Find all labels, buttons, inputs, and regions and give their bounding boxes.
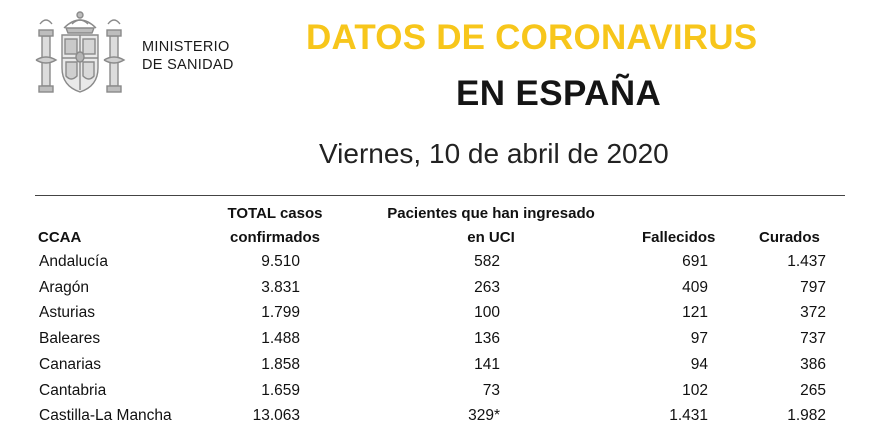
- cell-ccaa: Canarias: [39, 355, 102, 373]
- cell-ccaa: Aragón: [39, 278, 89, 296]
- cell-uci: 582: [474, 253, 500, 270]
- cell-uci: 73: [482, 381, 500, 399]
- page-title: DATOS DE CORONAVIRUS: [306, 18, 758, 57]
- cell-uci: 141: [474, 355, 500, 373]
- cell-ccaa: Andalucía: [39, 253, 108, 270]
- cell-uci: 263: [474, 278, 500, 296]
- cell-curados: 372: [800, 304, 826, 322]
- cell-fallecidos: 1.431: [669, 407, 708, 425]
- cell-total: 1.799: [261, 304, 300, 322]
- cell-total: 1.659: [261, 381, 300, 399]
- coat-of-arms-logo: [35, 11, 126, 93]
- header-curados: Curados: [759, 229, 820, 246]
- ministry-line1: MINISTERIO: [142, 39, 230, 55]
- cell-total: 9.510: [261, 253, 300, 270]
- cell-curados: 265: [800, 381, 826, 399]
- cell-total: 13.063: [252, 407, 300, 425]
- header-ccaa: CCAA: [38, 229, 82, 246]
- cell-fallecidos: 409: [682, 278, 708, 296]
- ministry-line2: DE SANIDAD: [142, 57, 234, 73]
- header-uci-line2: en UCI: [467, 229, 515, 246]
- cell-total: 1.858: [261, 355, 300, 373]
- cell-curados: 797: [800, 278, 826, 296]
- page-subtitle: EN ESPAÑA: [456, 74, 662, 113]
- ministry-name: MINISTERIO DE SANIDAD: [142, 38, 234, 74]
- cell-curados: 1.982: [787, 407, 826, 425]
- table-top-divider: [35, 195, 845, 196]
- header-uci-line1: Pacientes que han ingresado: [387, 205, 595, 222]
- cell-uci: 100: [474, 304, 500, 322]
- header-total: TOTAL casos confirmados: [205, 202, 345, 250]
- cell-fallecidos: 121: [682, 304, 708, 322]
- cell-ccaa: Baleares: [39, 330, 101, 348]
- cell-curados: 386: [800, 355, 826, 373]
- cell-fallecidos: 97: [690, 330, 708, 348]
- cell-ccaa: Castilla-La Mancha: [39, 407, 172, 425]
- cell-curados: 737: [800, 330, 826, 348]
- header-uci: Pacientes que han ingresado en UCI: [360, 202, 622, 250]
- cell-ccaa: Cantabria: [39, 381, 107, 399]
- cell-fallecidos: 691: [682, 253, 708, 270]
- cell-uci: 136: [474, 330, 500, 348]
- cell-ccaa: Asturias: [39, 304, 95, 322]
- cell-curados: 1.437: [787, 253, 826, 270]
- header-total-line2: confirmados: [229, 229, 320, 246]
- header-fallecidos: Fallecidos: [642, 229, 716, 246]
- cell-fallecidos: 94: [690, 355, 708, 373]
- cell-fallecidos: 102: [682, 381, 708, 399]
- header-total-line1: TOTAL casos: [227, 205, 323, 222]
- cell-total: 1.488: [261, 330, 300, 348]
- cell-uci: 329*: [468, 407, 500, 425]
- report-date: Viernes, 10 de abril de 2020: [319, 138, 669, 169]
- cell-total: 3.831: [261, 278, 300, 296]
